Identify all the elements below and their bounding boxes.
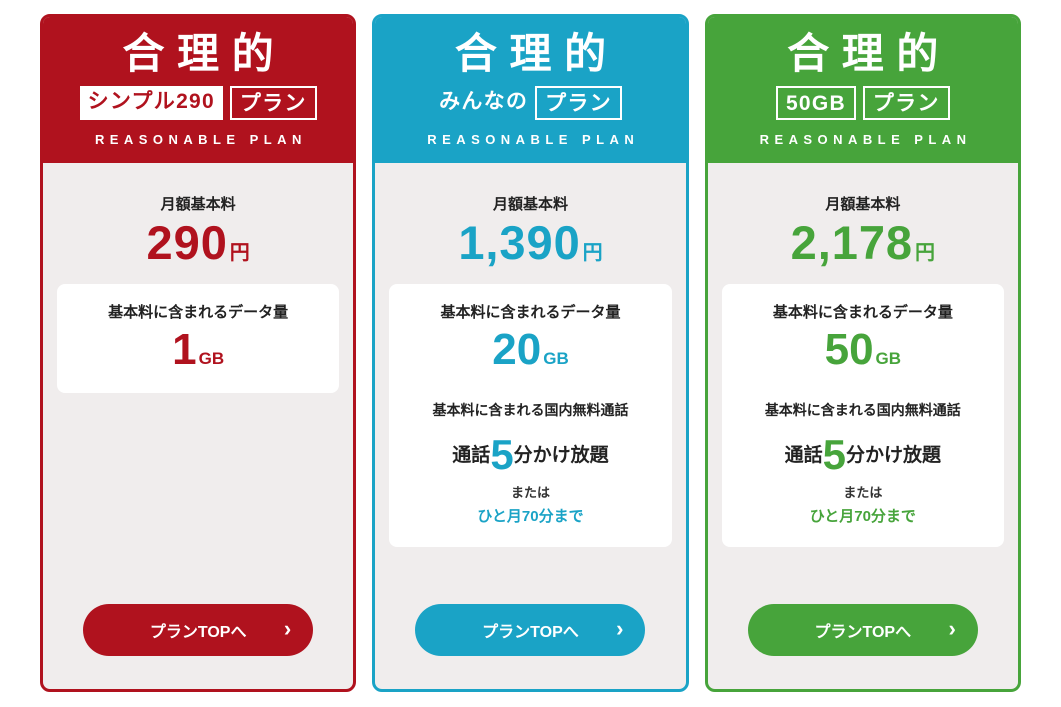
plan-badge-row: 50GB プラン (716, 86, 1010, 121)
data-allowance-number: 50 (824, 324, 874, 374)
price-unit: 円 (229, 242, 250, 265)
free-call-label: 基本料に含まれる国内無料通話 (432, 401, 629, 418)
price-value: 290 円 (57, 218, 339, 267)
free-call-suffix: 分かけ放題 (513, 444, 609, 466)
plan-badge-row: みんなの プラン (383, 86, 677, 121)
free-call-prefix: 通話 (452, 444, 491, 466)
plan-header: 合理的 みんなの プラン REASONABLE PLAN (375, 17, 686, 164)
plan-title: 合理的 (787, 30, 952, 77)
free-call-suffix: 分かけ放題 (846, 444, 942, 466)
data-allowance-number: 1 (172, 324, 197, 374)
plan-subtitle: REASONABLE PLAN (427, 132, 640, 148)
free-call-line: 通話5分かけ放題 (732, 430, 994, 478)
free-call-prefix: 通話 (784, 444, 823, 466)
chevron-right-icon: › (948, 616, 956, 642)
free-call-or-text: または (843, 484, 883, 500)
chevron-right-icon: › (616, 616, 624, 642)
price-label: 月額基本料 (492, 196, 568, 214)
plan-header: 合理的 シンプル290 プラン REASONABLE PLAN (43, 17, 354, 164)
plan-badge-row: シンプル290 プラン (51, 86, 345, 121)
plan-card-minnano: 合理的 みんなの プラン REASONABLE PLAN 月額基本料 1,390… (372, 14, 689, 692)
plan-body: 月額基本料 290 円 基本料に含まれるデータ量 1 GB プランTOPへ › (43, 163, 353, 689)
plan-top-button-label: プランTOPへ (482, 624, 579, 641)
free-call-label: 基本料に含まれる国内無料通話 (764, 401, 961, 418)
plan-badge-secondary: プラン (862, 86, 950, 121)
price-unit: 円 (914, 242, 935, 265)
data-allowance-unit: GB (198, 348, 225, 368)
plan-card-50gb: 合理的 50GB プラン REASONABLE PLAN 月額基本料 2,178… (704, 14, 1021, 692)
free-call-line: 通話5分かけ放題 (399, 430, 661, 478)
plan-title: 合理的 (122, 30, 287, 77)
data-allowance-number: 20 (492, 324, 542, 374)
data-allowance-value: 1 GB (67, 324, 329, 374)
price-value: 1,390 円 (389, 218, 671, 267)
free-call-or-text: または (510, 484, 550, 500)
data-allowance-unit: GB (875, 348, 902, 368)
price-label: 月額基本料 (160, 196, 236, 214)
price-unit: 円 (582, 242, 603, 265)
free-call-minutes: 5 (490, 430, 514, 478)
chevron-right-icon: › (283, 616, 292, 642)
free-call-minutes: 5 (822, 430, 846, 478)
price-number: 290 (146, 216, 228, 270)
plan-body: 月額基本料 1,390 円 基本料に含まれるデータ量 20 GB 基本料に含まれる国… (375, 163, 685, 689)
plan-details-box: 基本料に含まれるデータ量 1 GB (57, 283, 340, 393)
free-call-monthly: ひと月70分まで (809, 507, 916, 525)
plan-subtitle: REASONABLE PLAN (94, 132, 307, 148)
data-allowance-label: 基本料に含まれるデータ量 (108, 303, 289, 321)
plan-title: 合理的 (454, 30, 619, 77)
plan-top-button-label: プランTOPへ (814, 624, 912, 641)
price-number: 2,178 (790, 216, 913, 270)
price-label: 月額基本料 (825, 196, 901, 214)
plan-top-button[interactable]: プランTOPへ › (415, 604, 646, 656)
data-allowance-value: 20 GB (399, 324, 661, 374)
price-number: 1,390 (458, 216, 581, 270)
plan-badge-primary: みんなの (439, 90, 529, 114)
data-allowance-label: 基本料に含まれるデータ量 (772, 303, 953, 321)
data-allowance-label: 基本料に含まれるデータ量 (440, 303, 621, 321)
plan-details-box: 基本料に含まれるデータ量 20 GB 基本料に含まれる国内無料通話 通話5分かけ放… (389, 283, 672, 547)
plan-card-simple290: 合理的 シンプル290 プラン REASONABLE PLAN 月額基本料 29… (40, 14, 357, 692)
plan-subtitle: REASONABLE PLAN (759, 132, 972, 148)
plan-badge-secondary: プラン (229, 86, 317, 121)
plan-body: 月額基本料 2,178 円 基本料に含まれるデータ量 50 GB 基本料に含まれる国… (708, 163, 1018, 689)
plan-header: 合理的 50GB プラン REASONABLE PLAN (707, 17, 1018, 164)
free-call-monthly: ひと月70分まで (477, 507, 584, 525)
data-allowance-unit: GB (543, 348, 569, 368)
plan-top-button[interactable]: プランTOPへ › (747, 604, 978, 656)
plan-top-button-label: プランTOPへ (149, 624, 247, 641)
plan-details-box: 基本料に含まれるデータ量 50 GB 基本料に含まれる国内無料通話 通話5分かけ放… (721, 283, 1004, 547)
price-value: 2,178 円 (722, 218, 1004, 267)
plan-badge-primary: 50GB (775, 86, 856, 121)
data-allowance-value: 50 GB (732, 324, 994, 374)
plan-badge-primary: シンプル290 (79, 86, 223, 121)
plan-badge-secondary: プラン (535, 86, 622, 121)
plan-top-button[interactable]: プランTOPへ › (83, 604, 314, 656)
